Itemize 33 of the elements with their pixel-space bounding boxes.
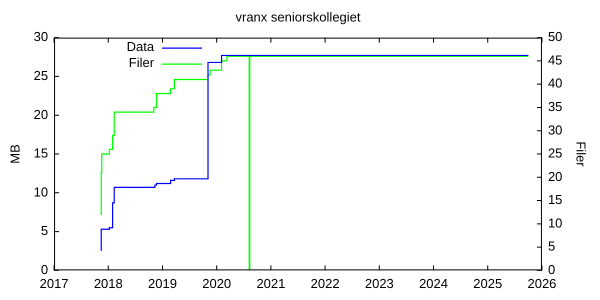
x-tick-label: 2023 xyxy=(364,276,394,291)
x-tick-label: 2018 xyxy=(94,276,123,291)
y2-tick-label: 30 xyxy=(548,122,562,138)
y2-tick-label: 15 xyxy=(548,192,562,208)
y-tick-label: 25 xyxy=(34,68,48,83)
y2-tick-label: 25 xyxy=(548,146,562,161)
y2-tick-label: 0 xyxy=(548,262,556,277)
x-tick-label: 2020 xyxy=(202,276,232,291)
chart-title: vranx seniorskollegiet xyxy=(235,9,361,24)
x-tick-label: 2021 xyxy=(256,276,286,291)
x-tick-label: 2022 xyxy=(310,276,340,291)
legend-label: Filer xyxy=(128,55,155,70)
y2-tick-label: 40 xyxy=(548,76,562,91)
y-tick-label: 10 xyxy=(34,184,48,200)
y2-tick-label: 5 xyxy=(548,238,556,254)
y2-tick-label: 45 xyxy=(548,52,562,68)
y-tick-label: 30 xyxy=(34,29,48,44)
y2-tick-label: 35 xyxy=(548,99,562,114)
y-axis-title: MB xyxy=(7,144,22,164)
y2-tick-label: 50 xyxy=(548,29,562,44)
x-tick-label: 2019 xyxy=(148,276,177,291)
y-tick-label: 0 xyxy=(40,262,48,277)
y2-tick-label: 10 xyxy=(548,215,562,230)
y-tick-label: 15 xyxy=(34,146,48,161)
legend-label: Data xyxy=(126,39,155,54)
y-tick-label: 5 xyxy=(40,223,48,238)
y2-tick-label: 20 xyxy=(548,168,562,184)
x-tick-label: 2026 xyxy=(527,276,556,291)
x-tick-label: 2025 xyxy=(473,276,502,291)
x-tick-label: 2024 xyxy=(419,276,448,291)
x-tick-label: 2017 xyxy=(40,276,69,291)
y2-axis-title: Filer xyxy=(574,141,589,168)
y-tick-label: 20 xyxy=(34,106,48,122)
